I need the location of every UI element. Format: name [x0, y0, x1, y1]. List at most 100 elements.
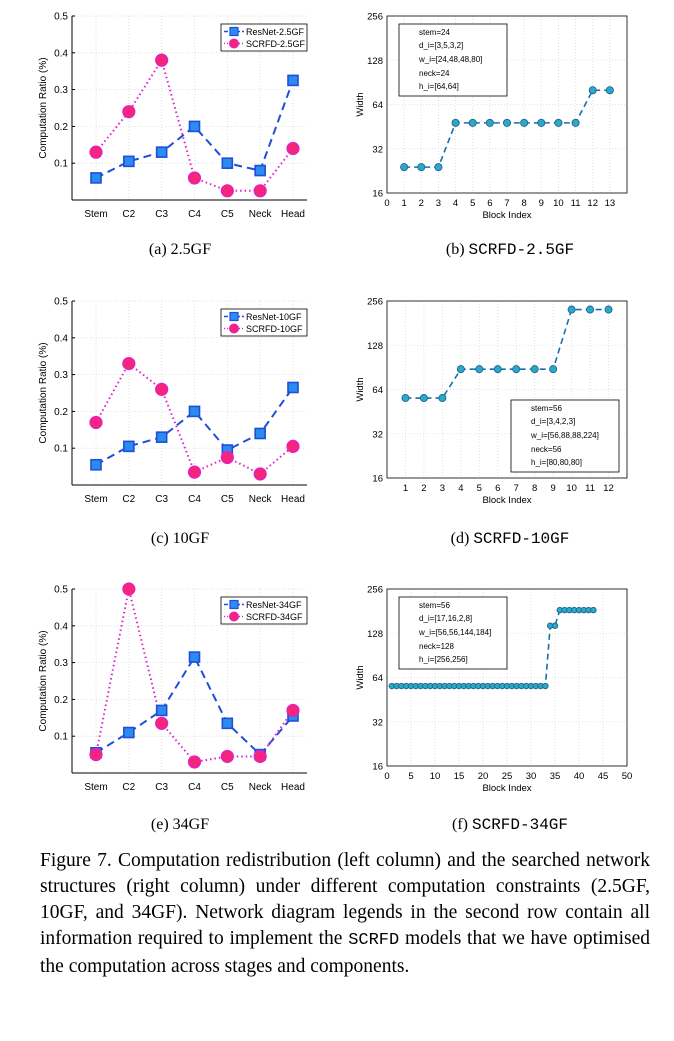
chart-f-width-point: [590, 606, 597, 614]
chart-d-width-point: [401, 394, 410, 403]
chart-c-x-tick-label: C4: [188, 494, 201, 505]
figure-caption: Figure 7. Computation redistribution (le…: [40, 848, 650, 980]
chart-c-legend-scrfd-label: SCRFD-10GF: [246, 324, 303, 334]
chart-b-x-tick-label: 2: [419, 198, 424, 209]
chart-b-width-point: [554, 118, 563, 127]
chart-f-x-tick-label: 25: [502, 771, 513, 782]
chart-e-y-tick-label: 0.3: [54, 658, 68, 669]
chart-f-legend: [398, 596, 508, 670]
chart-d-y-tick-label: 64: [372, 385, 383, 396]
chart-c-scrfd-point: [253, 467, 267, 481]
chart-d-y-tick-label: 16: [372, 474, 383, 485]
chart-e-y-tick-label: 0.4: [54, 621, 68, 632]
subcaption-f: (f) SCRFD-34GF: [400, 816, 620, 834]
subcaption-d-label: (d): [450, 530, 470, 547]
caption-part2: models that we have optimised the comput…: [40, 928, 650, 977]
chart-d-frame: [386, 300, 628, 479]
caption-part1: Figure 7. Computation redistribution (le…: [40, 850, 650, 949]
chart-d-width-point: [530, 365, 539, 374]
subcaption-b-text: SCRFD-2.5GF: [468, 241, 575, 259]
chart-c-legend-resnet-marker: [229, 311, 239, 322]
chart-c-y-tick-label: 0.5: [54, 297, 68, 308]
chart-a-x-tick-label: C2: [122, 209, 135, 220]
subcaption-a: (a) 2.5GF: [80, 241, 280, 259]
chart-e-scrfd-point: [253, 749, 267, 764]
chart-b-x-tick-label: 11: [571, 198, 581, 209]
chart-e-x-tick-label: C5: [221, 782, 234, 793]
chart-d-width-point: [493, 365, 502, 374]
chart-d-x-tick-label: 4: [458, 483, 463, 494]
chart-a-resnet-point: [287, 74, 299, 87]
chart-a-y-tick-label: 0.5: [54, 12, 68, 23]
chart-f-x-tick-label: 15: [454, 771, 465, 782]
chart-a-scrfd-point: [286, 141, 300, 156]
chart-b-legend-line: d_i=[3,5,3,2]: [419, 41, 463, 50]
chart-d-x-tick-label: 9: [551, 483, 556, 494]
chart-f-y-tick-label: 128: [367, 629, 383, 640]
chart-b-width-point: [417, 163, 426, 172]
chart-e-x-tick-label: Stem: [84, 782, 107, 793]
chart-b-y-tick-label: 256: [367, 12, 383, 23]
chart-c-resnet-point: [287, 381, 299, 394]
chart-b-width-point: [434, 163, 443, 172]
chart-b-y-tick-label: 128: [367, 56, 383, 67]
chart-a-resnet-point: [90, 172, 102, 184]
chart-c-scrfd-point: [286, 439, 300, 453]
chart-d-x-tick-label: 7: [514, 483, 519, 494]
chart-b-x-tick-label: 5: [470, 198, 475, 209]
chart-a-resnet-point: [188, 120, 201, 133]
chart-b-width-point: [588, 86, 597, 95]
caption-mono: SCRFD: [348, 931, 400, 950]
chart-c-scrfd-point: [122, 356, 136, 371]
chart-c-y-tick-label: 0.2: [54, 407, 68, 418]
chart-a-scrfd-point: [253, 184, 267, 198]
chart-b-legend-line: h_i=[64,64]: [419, 82, 459, 91]
chart-b-xlabel: Block Index: [482, 210, 531, 221]
chart-e-ylabel: Computation Ratio (%): [38, 630, 49, 731]
chart-c-x-tick-label: Head: [281, 494, 305, 505]
chart-d-legend-line: w_i=[56,88,88,224]: [530, 431, 599, 440]
chart-b-width-point: [451, 118, 460, 127]
chart-d-y-tick-label: 32: [372, 429, 383, 440]
chart-c-x-tick-label: Neck: [249, 494, 273, 505]
chart-c-plot: 0.1 0.2 0.3 0.4 0.5 Stem C2 C3 C4 C5 Neck Head Compu…: [38, 297, 308, 505]
chart-d-xlabel: Block Index: [482, 495, 531, 506]
chart-c-svg: 0.1 0.2 0.3 0.4 0.5 Stem C2 C3 C4 C5 Neck Head Compu…: [38, 297, 308, 505]
chart-f-plot: 16 32 64 128 256 0 5 10 15 20 25 30 35 40 45 50 Block In…: [355, 585, 632, 795]
chart-c-y-tick-label: 0.1: [54, 444, 68, 455]
chart-b-width-point: [605, 86, 614, 95]
subcaption-f-label: (f): [452, 816, 468, 833]
chart-b-width-point: [520, 118, 529, 127]
chart-d-x-tick-label: 8: [532, 483, 537, 494]
chart-a-x-tick-label: Stem: [84, 209, 107, 220]
chart-b-width-point: [502, 118, 511, 127]
chart-c-resnet-point: [188, 405, 201, 418]
chart-b-y-tick-label: 16: [372, 189, 383, 200]
chart-d-legend-line: neck=56: [531, 445, 562, 454]
chart-a-y-tick-label: 0.2: [54, 122, 68, 133]
chart-d-x-tick-label: 12: [603, 483, 614, 494]
chart-f-x-tick-label: 50: [622, 771, 633, 782]
chart-a-scrfd-point: [220, 184, 234, 198]
chart-f-x-tick-label: 30: [526, 771, 537, 782]
chart-f-legend-line: d_i=[17,16,2,8]: [419, 614, 472, 623]
chart-e-svg: 0.1 0.2 0.3 0.4 0.5 Stem C2 C3 C4 C5 Neck Head Compu…: [38, 582, 308, 793]
chart-b-legend: [398, 23, 508, 97]
chart-a-x-tick-label: C5: [221, 209, 234, 220]
chart-f-y-tick-label: 64: [372, 673, 383, 684]
chart-d-width-point: [456, 365, 465, 374]
chart-e-resnet-point: [155, 704, 168, 717]
chart-e-legend-scrfd-label: SCRFD-34GF: [246, 612, 303, 622]
chart-f-ylabel: Width: [355, 665, 366, 689]
chart-f-svg: 16 32 64 128 256 0 5 10 15 20 25 30 35 40 45 50 Block In…: [355, 585, 632, 795]
chart-d-x-tick-label: 6: [495, 483, 500, 494]
chart-b-width-point: [537, 118, 546, 127]
chart-a-legend-scrfd-label: SCRFD-2.5GF: [246, 39, 306, 49]
chart-a-x-tick-label: C3: [155, 209, 168, 220]
chart-e-scrfd-point: [220, 749, 234, 764]
chart-a-legend-resnet-label: ResNet-2.5GF: [246, 27, 305, 37]
chart-a-legend-resnet-marker: [229, 26, 239, 37]
chart-c-scrfd-point: [187, 465, 202, 479]
